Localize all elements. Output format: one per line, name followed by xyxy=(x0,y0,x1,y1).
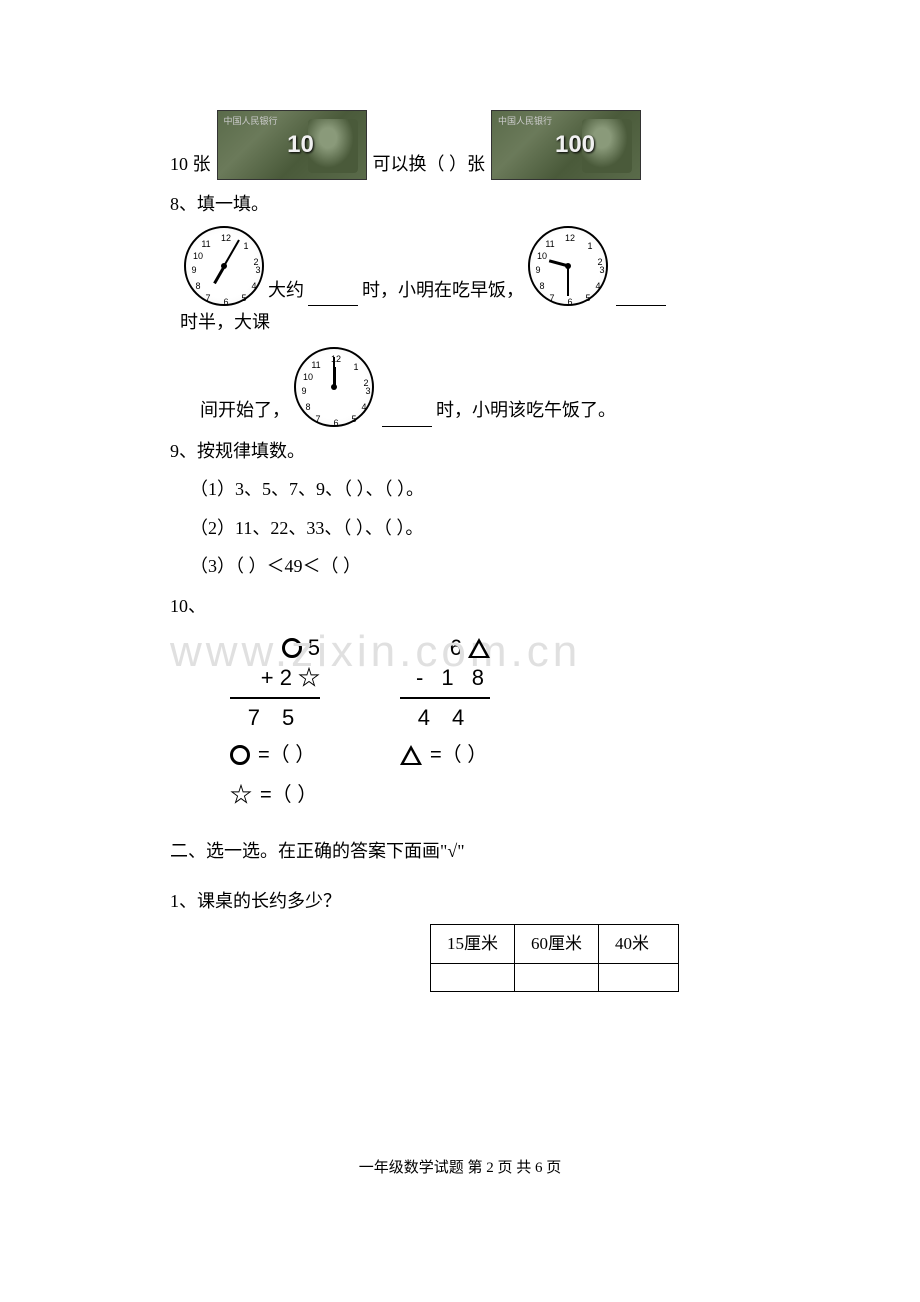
q7-mid: 可以换（ ）张 xyxy=(373,148,486,180)
q8-text1c: 时半，大课 xyxy=(180,306,270,338)
ans-star: =（ ） xyxy=(260,777,317,813)
q8-text1a: 大约 xyxy=(268,274,304,306)
banknote-100: 中国人民银行 100 xyxy=(491,110,641,180)
q8-title: 8、填一填。 xyxy=(170,188,750,220)
q8-line2: 间开始了， 12 1 2 3 4 5 6 7 8 9 10 11 时，小明该吃午… xyxy=(200,347,750,427)
triangle-icon-2 xyxy=(400,745,422,765)
q9-item3: （3）（ ）＜49＜（ ） xyxy=(170,550,750,582)
q8-line1: 12 1 2 3 4 5 6 7 8 9 10 11 大约 时，小明在吃早饭， … xyxy=(180,226,750,338)
ans-triangle: =（ ） xyxy=(430,737,487,773)
opt-2: 60厘米 xyxy=(515,924,599,964)
blank-2[interactable] xyxy=(616,285,666,307)
denom-100: 100 xyxy=(555,123,595,166)
math-left: 5 + 2 7 5 =（ ） =（ ） xyxy=(230,633,320,813)
star-icon-2 xyxy=(230,784,252,806)
triangle-icon xyxy=(468,638,490,658)
q8-text2a: 间开始了， xyxy=(200,394,290,426)
s2-q1: 1、课桌的长约多少？ xyxy=(170,885,750,917)
denom-10: 10 xyxy=(287,123,314,166)
q8-text1b: 时，小明在吃早饭， xyxy=(362,274,524,306)
section2-title: 二、选一选。在正确的答案下面画"√" xyxy=(170,835,750,867)
mr-res: 4 4 xyxy=(418,698,473,738)
ml-r1: 5 xyxy=(308,628,320,668)
table-row: 15厘米 60厘米 40米 xyxy=(431,924,679,964)
table-row xyxy=(431,964,679,992)
q7-prefix: 10 张 xyxy=(170,148,211,180)
clock-3: 12 1 2 3 4 5 6 7 8 9 10 11 xyxy=(294,347,374,427)
answer-cell-3[interactable] xyxy=(599,964,679,992)
answer-cell-2[interactable] xyxy=(515,964,599,992)
mr-r2: - 1 8 xyxy=(416,658,490,698)
q9-title: 9、按规律填数。 xyxy=(170,435,750,467)
q7-line: 10 张 中国人民银行 10 可以换（ ）张 中国人民银行 100 xyxy=(170,110,750,180)
circle-icon-2 xyxy=(230,745,250,765)
clock-1: 12 1 2 3 4 5 6 7 8 9 10 11 xyxy=(184,226,264,306)
banknote-10: 中国人民银行 10 xyxy=(217,110,367,180)
opt-1: 15厘米 xyxy=(431,924,515,964)
q10-title: 10、 xyxy=(170,590,750,622)
q9-item2: （2）11、22、33、（ ）、（ ）。 xyxy=(170,512,750,544)
answer-cell-1[interactable] xyxy=(431,964,515,992)
clock-2: 12 1 2 3 4 5 6 7 8 9 10 11 xyxy=(528,226,608,306)
math-right: 6 - 1 8 4 4 =（ ） xyxy=(400,633,490,813)
blank-3[interactable] xyxy=(382,405,432,427)
ans-circle: =（ ） xyxy=(258,737,315,773)
q9-item1: （1）3、5、7、9、（ ）、（ ）。 xyxy=(170,473,750,505)
blank-1[interactable] xyxy=(308,285,358,307)
opt-3: 40米 xyxy=(599,924,679,964)
page-footer: 一年级数学试题 第 2 页 共 6 页 xyxy=(0,1155,920,1182)
ml-res: 7 5 xyxy=(248,698,303,738)
choice-table: 15厘米 60厘米 40米 xyxy=(430,924,679,993)
circle-icon xyxy=(282,638,302,658)
q8-text2b: 时，小明该吃午饭了。 xyxy=(436,394,616,426)
star-icon xyxy=(298,667,320,689)
q10-math: 5 + 2 7 5 =（ ） =（ ） 6 - 1 8 4 4 =（ ） xyxy=(230,633,750,813)
ml-r2: + 2 xyxy=(261,658,292,698)
